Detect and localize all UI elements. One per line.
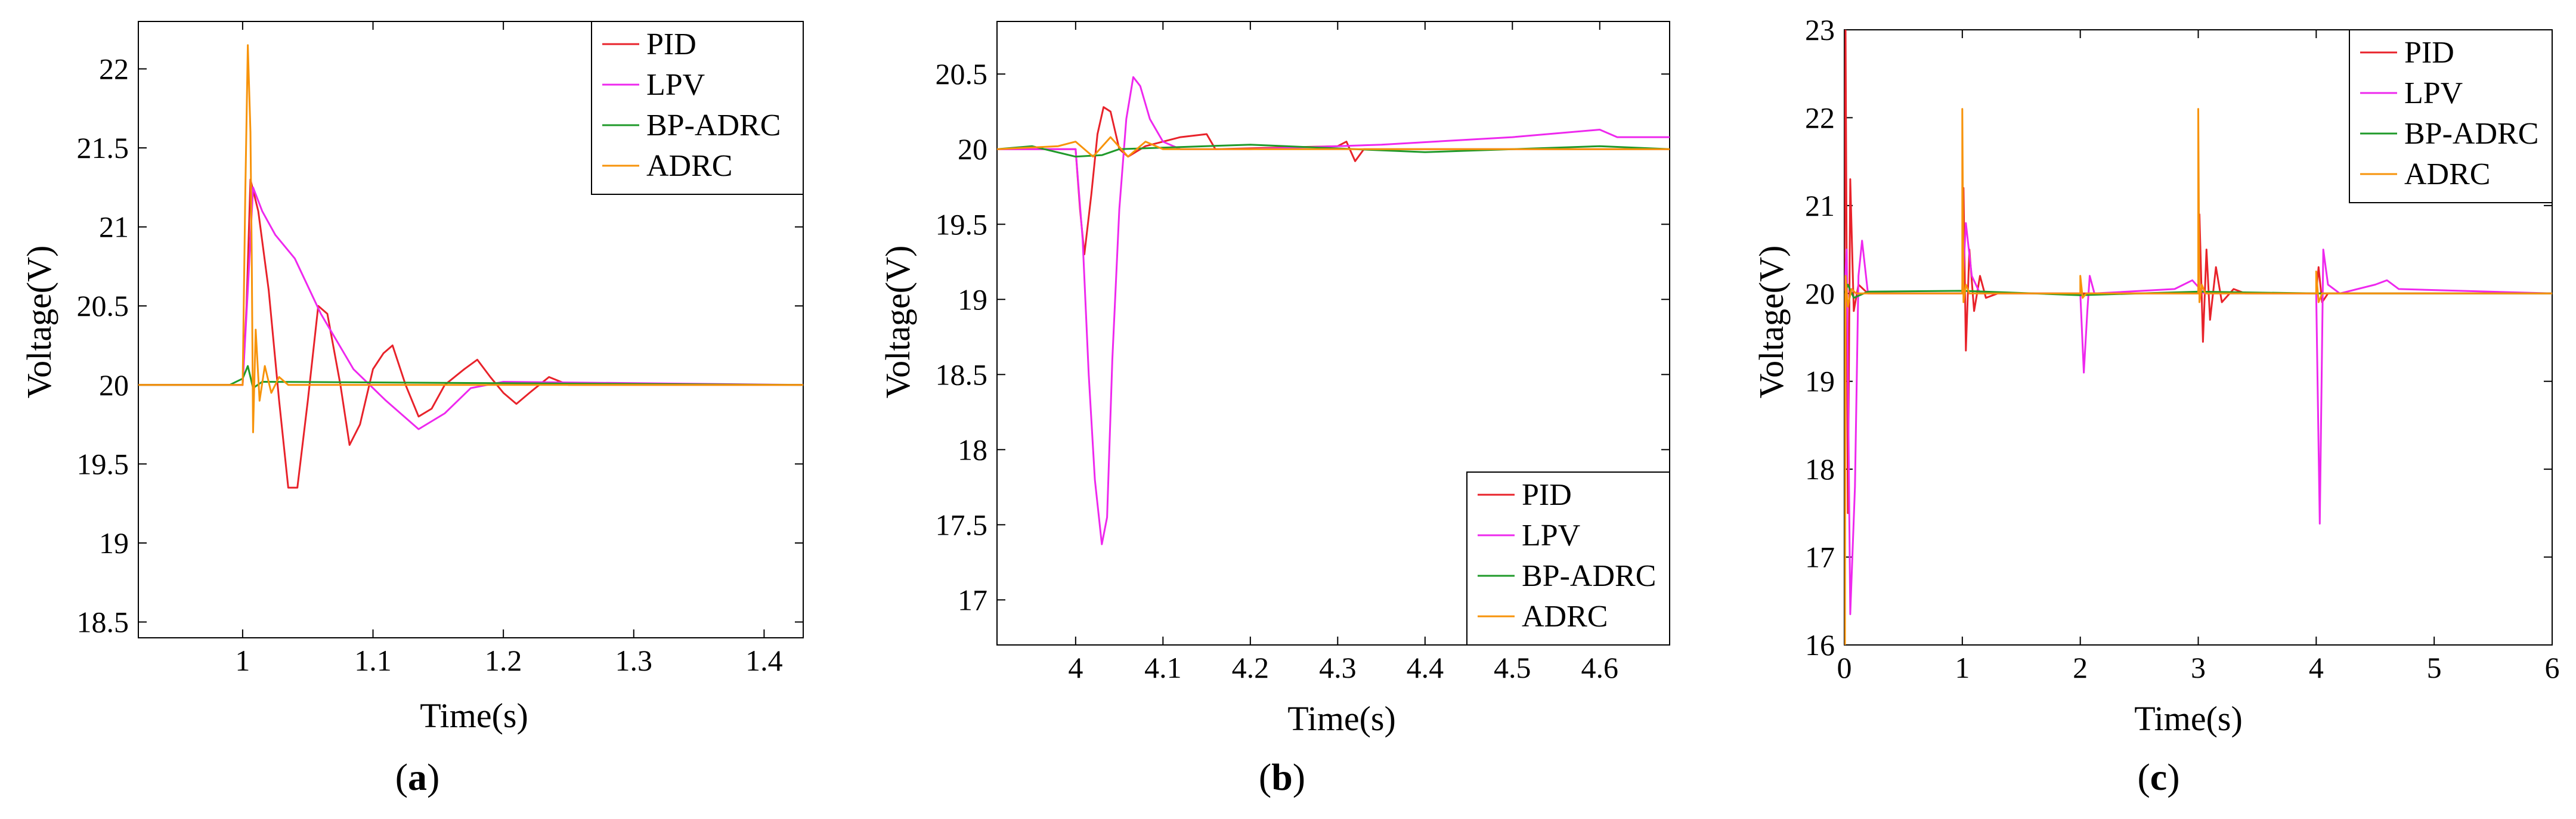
legend-label-lpv-a: LPV [646, 68, 705, 102]
x-tick-label-a: 1.3 [615, 644, 653, 677]
x-tick-label-b: 4.4 [1407, 651, 1444, 684]
legend-label-adrc-a: ADRC [646, 149, 732, 183]
panel-b: 4 4.1 4.2 4.3 4.4 4.5 4.6 17 17.5 18 18.5 19 19.5 20 2… [878, 21, 1670, 798]
legend-label-bp-adrc-c: BP-ADRC [2404, 117, 2538, 151]
legend-label-pid-c: PID [2404, 36, 2454, 70]
x-tick-label-a: 1.1 [354, 644, 392, 677]
y-tick-label-c: 19 [1805, 365, 1835, 398]
y-tick-label-b: 17.5 [936, 508, 988, 541]
caption-c: (c) [2137, 756, 2179, 798]
legend-box-c [2349, 29, 2553, 203]
y-tick-label-c: 18 [1805, 452, 1835, 486]
y-axis-label-a: Voltage(V) [20, 246, 58, 399]
x-tick-label-a: 1.2 [485, 644, 522, 677]
y-tick-label-c: 21 [1805, 189, 1835, 222]
legend-b: PID LPV BP-ADRC ADRC [1466, 471, 1670, 646]
legend-label-adrc-b: ADRC [1522, 600, 1608, 634]
panel-a: 1 1.1 1.2 1.3 1.4 18.5 19 19.5 20 20.5 21 21.5 22 PID… [20, 21, 804, 798]
caption-b: (b) [1259, 756, 1305, 798]
y-tick-label-b: 18 [958, 433, 987, 466]
series-line-lpv-b [997, 76, 1670, 545]
x-tick-label-c: 5 [2427, 651, 2442, 684]
x-axis-label-a: Time(s) [420, 696, 528, 735]
y-tick-label-b: 19 [958, 283, 987, 316]
series-line-adrc-b [997, 136, 1670, 158]
caption-letter-c: c [2150, 756, 2167, 798]
y-tick-label-c: 22 [1805, 101, 1835, 134]
y-tick-label-a: 19.5 [77, 447, 129, 480]
legend-label-lpv-b: LPV [1522, 519, 1580, 553]
y-tick-label-c: 23 [1805, 13, 1835, 46]
x-tick-label-b: 4.5 [1494, 651, 1531, 684]
legend-a: PID LPV BP-ADRC ADRC [591, 21, 804, 195]
legend-label-adrc-c: ADRC [2404, 157, 2490, 191]
legend-label-pid-b: PID [1522, 478, 1572, 512]
y-tick-label-a: 21.5 [77, 131, 129, 165]
legend-label-bp-adrc-a: BP-ADRC [646, 108, 781, 142]
x-tick-label-a: 1 [235, 644, 250, 677]
series-line-adrc-a [138, 44, 803, 433]
series-group-c [1844, 30, 2552, 645]
y-tick-label-b: 20 [958, 132, 987, 166]
caption-letter-b: b [1271, 756, 1293, 798]
series-line-adrc-c [1844, 108, 2552, 645]
plot-area-a: 1 1.1 1.2 1.3 1.4 18.5 19 19.5 20 20.5 21 21.5 22 PID… [77, 21, 804, 677]
y-tick-label-a: 20.5 [77, 289, 129, 322]
x-tick-label-b: 4.3 [1319, 651, 1357, 684]
x-axis-label-c: Time(s) [2134, 699, 2243, 738]
caption-letter-a: a [408, 756, 427, 798]
legend-c: PID LPV BP-ADRC ADRC [2349, 29, 2553, 203]
y-tick-label-a: 19 [99, 526, 129, 560]
y-tick-label-b: 20.5 [936, 57, 988, 91]
y-tick-label-a: 20 [99, 368, 129, 402]
axes-box-a [138, 21, 804, 638]
x-axis-label-b: Time(s) [1287, 699, 1396, 738]
x-tick-label-b: 4.2 [1232, 651, 1270, 684]
x-tick-label-c: 3 [2191, 651, 2206, 684]
y-tick-label-c: 17 [1805, 541, 1835, 574]
series-line-lpv-a [138, 186, 803, 430]
y-axis-label-c: Voltage(V) [1752, 246, 1791, 399]
series-group-a [138, 44, 803, 489]
y-tick-label-c: 16 [1805, 628, 1835, 662]
x-tick-label-c: 6 [2545, 651, 2560, 684]
y-tick-label-a: 22 [99, 52, 129, 86]
series-line-bp-adrc-b [997, 144, 1670, 158]
legend-label-lpv-c: LPV [2404, 76, 2463, 110]
y-tick-label-a: 21 [99, 210, 129, 244]
legend-label-pid-a: PID [646, 27, 696, 61]
x-tick-label-c: 0 [1837, 651, 1852, 684]
caption-a: (a) [395, 756, 440, 798]
legend-label-bp-adrc-b: BP-ADRC [1522, 559, 1656, 593]
x-tick-label-c: 1 [1955, 651, 1970, 684]
x-tick-label-c: 2 [2073, 651, 2088, 684]
x-tick-label-c: 4 [2309, 651, 2324, 684]
panel-c: 0 1 2 3 4 5 61617181920212223PIDLPVBP-ADRCADRC… [1752, 13, 2560, 798]
x-tick-label-a: 1.4 [745, 644, 783, 677]
y-tick-label-b: 19.5 [936, 207, 988, 241]
x-tick-label-b: 4 [1068, 651, 1083, 684]
y-tick-label-b: 18.5 [936, 358, 988, 391]
series-group-b [997, 76, 1670, 545]
y-tick-label-b: 17 [958, 583, 987, 616]
series-line-pid-a [138, 178, 803, 489]
x-tick-label-b: 4.1 [1144, 651, 1182, 684]
y-tick-label-c: 20 [1805, 277, 1835, 310]
plot-area-b: 4 4.1 4.2 4.3 4.4 4.5 4.6 17 17.5 18 18.5 19 19.5 20 2… [936, 21, 1670, 684]
x-tick-label-b: 4.6 [1581, 651, 1619, 684]
y-axis-label-b: Voltage(V) [878, 246, 917, 399]
axes-box-b [996, 21, 1670, 646]
y-tick-label-a: 18.5 [77, 605, 129, 638]
